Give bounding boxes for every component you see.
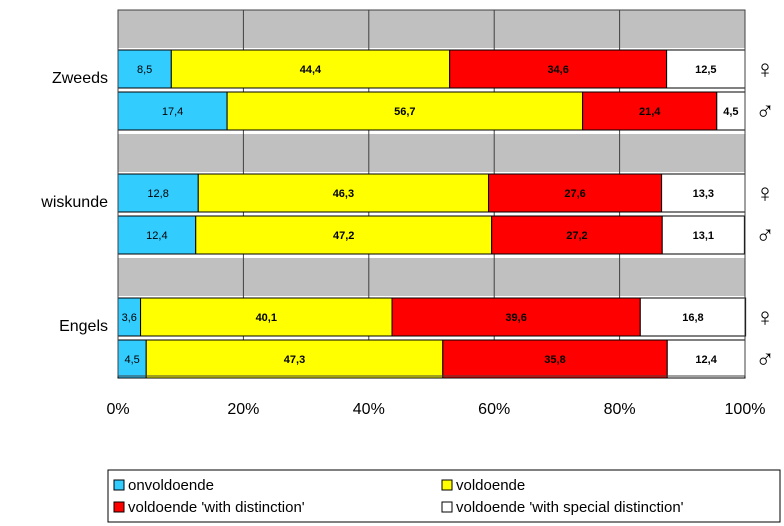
value-label: 12,4 [146, 230, 167, 242]
bar-segment [666, 49, 746, 89]
value-label: 44,4 [300, 64, 322, 76]
legend-label: voldoende [456, 477, 525, 494]
bar-segment [117, 215, 197, 255]
value-label: 35,8 [544, 354, 565, 366]
bar-segment [117, 173, 199, 213]
x-tick-label: 100% [725, 401, 766, 418]
group-label: Engels [59, 318, 108, 335]
value-label: 40,1 [256, 312, 277, 324]
value-label: 39,6 [505, 312, 526, 324]
value-label: 12,4 [695, 354, 717, 366]
bar-segment [666, 339, 746, 379]
bar-segment [391, 297, 641, 337]
bar-segment [226, 91, 584, 131]
plot-border [117, 9, 746, 377]
spacer-row [118, 258, 745, 296]
legend-swatch [441, 501, 453, 513]
group-label: wiskunde [40, 194, 108, 211]
gender-label: ♀ [755, 302, 775, 332]
x-tick-label: 60% [478, 401, 510, 418]
bar-segment [488, 173, 663, 213]
spacer-row [118, 10, 745, 48]
bar-segment [582, 91, 718, 131]
x-tick-label: 40% [353, 401, 385, 418]
gender-label: ♂ [755, 344, 775, 374]
x-tick-label: 20% [227, 401, 259, 418]
value-label: 4,5 [723, 106, 738, 118]
value-label: 34,6 [547, 64, 568, 76]
value-label: 21,4 [639, 106, 661, 118]
value-label: 46,3 [333, 188, 354, 200]
legend-box [107, 469, 781, 523]
bar-segment [661, 215, 745, 255]
value-label: 47,2 [333, 230, 354, 242]
gender-label: ♀ [755, 178, 775, 208]
value-label: 16,8 [682, 312, 703, 324]
x-tick-label: 0% [106, 401, 129, 418]
legend-swatch [113, 479, 125, 491]
legend-swatch [441, 479, 453, 491]
bar-segment [449, 49, 668, 89]
group-label: Zweeds [52, 70, 108, 87]
bar-segment [442, 339, 668, 379]
value-label: 8,5 [137, 64, 152, 76]
value-label: 13,1 [693, 230, 714, 242]
bar-segment [117, 339, 147, 379]
legend-label: voldoende 'with distinction' [128, 499, 305, 516]
bar-segment [716, 91, 746, 131]
value-label: 47,3 [284, 354, 305, 366]
bar-segment [117, 91, 228, 131]
value-label: 13,3 [693, 188, 714, 200]
legend-swatch [113, 501, 125, 513]
bar-segment [661, 173, 746, 213]
value-label: 12,5 [695, 64, 716, 76]
value-label: 27,6 [564, 188, 585, 200]
legend-label: onvoldoende [128, 477, 214, 494]
value-label: 3,6 [122, 312, 137, 324]
legend-label: voldoende 'with special distinction' [456, 499, 684, 516]
value-label: 12,8 [147, 188, 168, 200]
gender-label: ♀ [755, 54, 775, 84]
bar-segment [197, 173, 490, 213]
bar-segment [140, 297, 393, 337]
value-label: 56,7 [394, 106, 415, 118]
value-label: 17,4 [162, 106, 183, 118]
value-label: 4,5 [124, 354, 139, 366]
bar-segment [639, 297, 747, 337]
value-label: 27,2 [566, 230, 587, 242]
spacer-row [118, 134, 745, 172]
bar-segment [145, 339, 444, 379]
gender-label: ♂ [755, 220, 775, 250]
x-tick-label: 80% [604, 401, 636, 418]
gender-label: ♂ [755, 96, 775, 126]
